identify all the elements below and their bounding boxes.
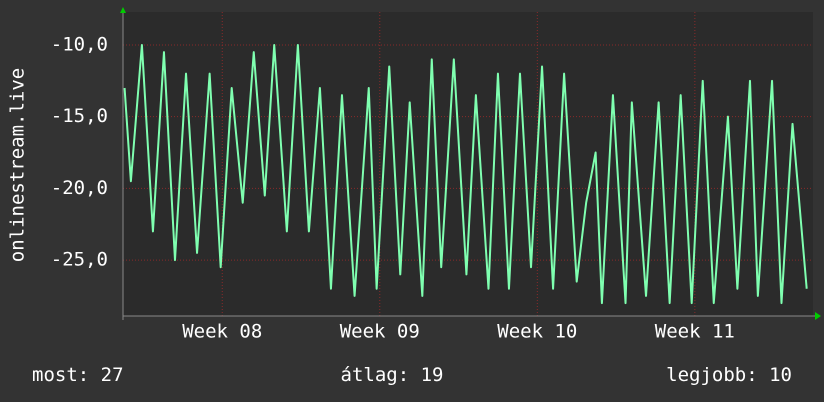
x-arrow [815,312,821,320]
y-tick-label: -10,0 [51,33,108,55]
y-tick-label: -25,0 [51,249,108,271]
x-tick-label: Week 08 [182,321,262,343]
footer-stat: most: 27 [32,364,124,386]
y-tick-label: -15,0 [51,105,108,127]
y-axis-label: onlinestream.live [7,68,29,262]
y-tick-label: -20,0 [51,177,108,199]
footer-stat: átlag: 19 [341,364,444,386]
x-tick-label: Week 09 [340,321,420,343]
x-tick-label: Week 11 [655,321,735,343]
y-arrow [120,7,126,13]
footer-stat: legjobb: 10 [666,364,792,386]
x-tick-label: Week 10 [497,321,577,343]
data-line [123,43,808,305]
